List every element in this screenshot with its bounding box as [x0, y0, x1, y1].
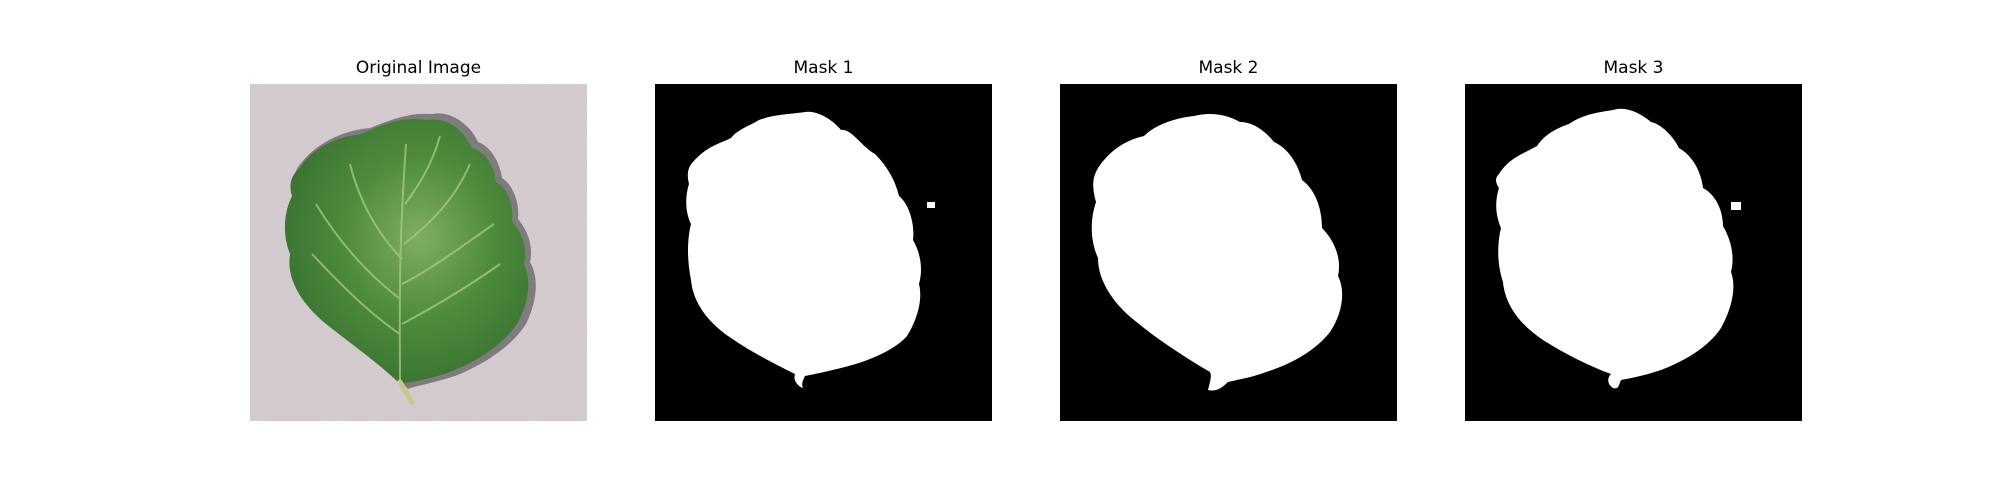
mask-1-title: Mask 1 — [793, 58, 854, 78]
mask-1-image — [655, 84, 992, 421]
mask-2-foreground — [1091, 114, 1343, 391]
mask-3-panel: Mask 3 — [1465, 58, 1802, 421]
mask-3-foreground — [1496, 108, 1734, 389]
leaf-photo — [250, 84, 587, 421]
leaf-shape — [284, 118, 529, 385]
leaf-stem — [397, 379, 415, 405]
mask-1-foreground — [686, 111, 921, 388]
original-image-panel: Original Image — [250, 58, 587, 421]
mask-3-image — [1465, 84, 1802, 421]
original-image-title: Original Image — [355, 58, 482, 78]
mask-2-image — [1060, 84, 1397, 421]
mask-1-panel: Mask 1 — [655, 58, 992, 421]
mask-3-title: Mask 3 — [1603, 58, 1664, 78]
leaf-veins — [311, 135, 501, 385]
mask-2-title: Mask 2 — [1198, 58, 1259, 78]
mask-2-panel: Mask 2 — [1060, 58, 1397, 421]
